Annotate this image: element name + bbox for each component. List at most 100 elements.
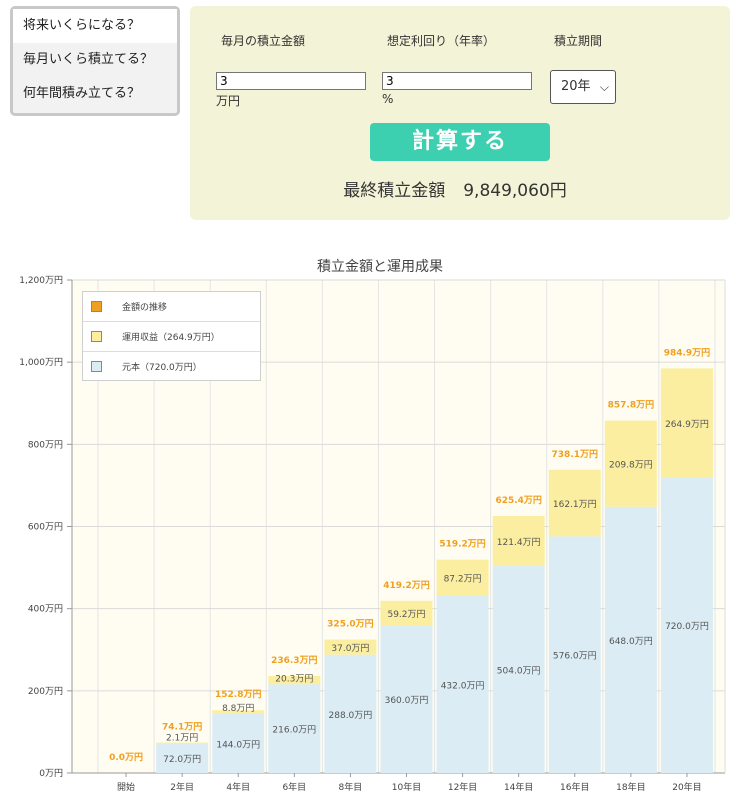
bar-label-total: 236.3万円 [271, 655, 317, 666]
bar-label-principal: 432.0万円 [441, 680, 485, 691]
x-tick-label: 14年目 [504, 781, 533, 793]
bar-label-principal: 72.0万円 [163, 754, 201, 765]
x-tick-label: 18年目 [616, 781, 645, 793]
x-tick-label: 10年目 [392, 781, 421, 793]
monthly-amount-input[interactable] [216, 72, 366, 90]
bar-return [548, 469, 601, 537]
bar-principal [548, 536, 601, 773]
chart-legend: 金額の推移 運用収益（264.9万円） 元本（720.0万円） [82, 291, 261, 381]
bar-label-total: 152.8万円 [215, 689, 261, 700]
bar-principal [212, 713, 265, 773]
bar-label-principal: 648.0万円 [609, 636, 653, 647]
x-tick-label: 開始 [117, 781, 135, 793]
bar-label-total: 74.1万円 [162, 722, 202, 733]
bar-return [380, 600, 433, 626]
period-select-value: 20年 [561, 79, 591, 94]
expected-rate-label: 想定利回り（年率） [387, 34, 496, 48]
bar-principal [324, 654, 377, 773]
legend-item-total: 金額の推移 [91, 295, 167, 317]
y-tick-label: 1,200万円 [19, 275, 63, 286]
legend-item-return: 運用収益（264.9万円） [91, 325, 220, 347]
bar-label-principal: 360.0万円 [385, 695, 429, 706]
x-tick-label: 4年目 [226, 781, 250, 793]
bar-label-return: 8.8万円 [222, 703, 254, 714]
monthly-amount-label: 毎月の積立金額 [221, 34, 306, 48]
bar-label-return: 209.8万円 [609, 460, 653, 471]
bar-label-principal: 720.0万円 [665, 621, 709, 632]
bar-label-return: 20.3万円 [275, 673, 313, 684]
bar-label-total: 857.8万円 [608, 400, 654, 411]
legend-item-principal: 元本（720.0万円） [91, 355, 202, 377]
bar-principal [492, 565, 545, 773]
calculate-button[interactable]: 計算する [370, 123, 550, 161]
calc-mode-menu: 将来いくらになる？ 毎月いくら積立てる？ 何年間積み立てる？ [10, 6, 180, 116]
chevron-down-icon: ⌵ [599, 80, 609, 94]
y-tick-label: 200万円 [28, 686, 63, 697]
bar-label-total: 984.9万円 [664, 347, 710, 358]
bar-return [436, 559, 489, 596]
legend-swatch-principal [91, 360, 102, 372]
x-tick-label: 12年目 [448, 781, 477, 793]
final-amount-value: 9,849,060円 [463, 181, 567, 201]
bar-label-principal: 144.0万円 [216, 739, 260, 750]
menu-item-period[interactable]: 何年間積み立てる？ [23, 86, 141, 101]
bar-label-total: 519.2万円 [439, 539, 485, 550]
legend-label-principal: 元本（720.0万円） [122, 362, 202, 373]
period-select[interactable]: 20年 ⌵ [550, 70, 616, 104]
final-amount: 最終積立金額 9,849,060円 [190, 176, 720, 201]
bar-label-return: 162.1万円 [553, 499, 597, 510]
chart-title: 積立金額と運用成果 [317, 259, 443, 275]
y-tick-label: 600万円 [28, 522, 63, 533]
bar-return [604, 420, 657, 507]
x-tick-label: 20年目 [672, 781, 701, 793]
legend-swatch-total [91, 300, 102, 312]
bar-principal [604, 506, 657, 773]
bar-label-return: 2.1万円 [166, 732, 198, 743]
period-label: 積立期間 [554, 34, 603, 48]
bar-return [492, 516, 545, 566]
bar-principal [380, 625, 433, 773]
bar-label-total: 738.1万円 [552, 449, 598, 460]
bar-label-principal: 216.0万円 [272, 725, 316, 736]
monthly-amount-unit: 万円 [216, 94, 241, 108]
calculator-panel: 毎月の積立金額 想定利回り（年率） 積立期間 万円 % 20年 ⌵ 計算する 最… [190, 6, 730, 220]
menu-item-future-value[interactable]: 将来いくらになる？ [13, 9, 177, 43]
bar-label-principal: 288.0万円 [329, 710, 373, 721]
bar-principal [660, 477, 713, 773]
x-tick-label: 2年目 [170, 781, 194, 793]
bar-label-return: 87.2万円 [444, 574, 482, 585]
bar-principal [156, 743, 209, 773]
y-tick-label: 1,000万円 [19, 357, 63, 368]
legend-swatch-return [91, 330, 102, 342]
legend-label-total: 金額の推移 [122, 302, 168, 313]
bar-principal [268, 684, 321, 773]
y-tick-label: 0万円 [39, 768, 63, 779]
final-amount-label: 最終積立金額 [343, 181, 446, 201]
bar-return [212, 710, 265, 714]
x-tick-label: 8年目 [339, 781, 363, 793]
y-tick-label: 800万円 [28, 439, 63, 450]
expected-rate-input[interactable] [382, 72, 532, 90]
menu-item-monthly-amount[interactable]: 毎月いくら積立てる？ [23, 52, 154, 67]
bar-label-total: 325.0万円 [327, 618, 373, 629]
bar-label-return: 121.4万円 [497, 537, 541, 548]
bar-return [660, 368, 713, 478]
bar-principal [436, 595, 489, 773]
bar-return [268, 675, 321, 685]
x-tick-label: 16年目 [560, 781, 589, 793]
bar-label-return: 37.0万円 [331, 643, 369, 654]
bar-label-principal: 504.0万円 [497, 665, 541, 676]
legend-label-return: 運用収益（264.9万円） [122, 332, 220, 343]
bar-label-total: 0.0万円 [109, 752, 143, 763]
bar-return [156, 742, 209, 745]
x-tick-label: 6年目 [282, 781, 306, 793]
bar-label-total: 419.2万円 [383, 580, 429, 591]
bar-return [324, 639, 377, 655]
bar-label-principal: 576.0万円 [553, 651, 597, 662]
expected-rate-unit: % [382, 92, 394, 106]
bar-label-return: 59.2万円 [387, 609, 425, 620]
bar-label-return: 264.9万円 [665, 419, 709, 430]
bar-label-total: 625.4万円 [495, 495, 541, 506]
y-tick-label: 400万円 [28, 604, 63, 615]
